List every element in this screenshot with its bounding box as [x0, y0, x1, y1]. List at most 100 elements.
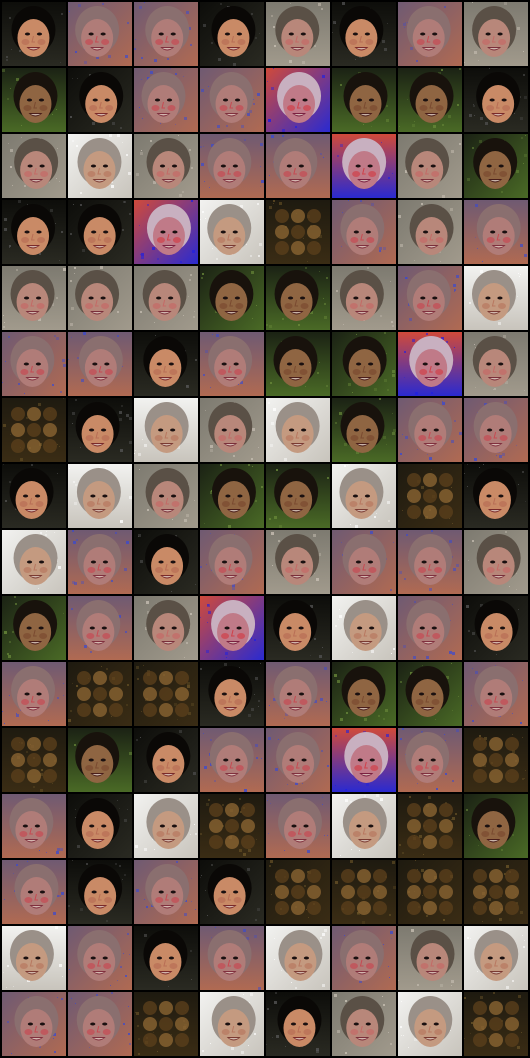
generated-face-sample: [398, 2, 462, 66]
face-sample-image: [200, 728, 264, 792]
generated-face-sample: [464, 728, 528, 792]
generated-face-sample: [398, 134, 462, 198]
generated-face-sample: [332, 464, 396, 528]
face-sample-image: [464, 662, 528, 726]
face-sample-image: [266, 992, 330, 1056]
face-sample-image: [464, 794, 528, 858]
generated-face-sample: [398, 794, 462, 858]
face-sample-image: [2, 200, 66, 264]
face-sample-image: [398, 134, 462, 198]
face-sample-image: [2, 926, 66, 990]
generated-face-sample: [266, 926, 330, 990]
face-sample-image: [332, 860, 396, 924]
generated-face-sample: [2, 596, 66, 660]
face-sample-image: [464, 530, 528, 594]
face-sample-image: [2, 794, 66, 858]
face-sample-image: [68, 2, 132, 66]
generated-face-sample: [134, 134, 198, 198]
face-sample-image: [266, 464, 330, 528]
generated-face-sample: [398, 530, 462, 594]
generated-face-sample: [68, 332, 132, 396]
generated-face-sample: [2, 860, 66, 924]
face-sample-image: [398, 530, 462, 594]
face-sample-image: [398, 2, 462, 66]
generated-face-sample: [68, 464, 132, 528]
generated-face-sample: [2, 794, 66, 858]
generated-face-sample: [200, 266, 264, 330]
generated-face-sample: [398, 926, 462, 990]
generated-face-sample: [464, 398, 528, 462]
generated-face-sample: [398, 398, 462, 462]
face-sample-image: [332, 794, 396, 858]
face-sample-image: [266, 398, 330, 462]
face-sample-image: [398, 728, 462, 792]
face-sample-image: [332, 596, 396, 660]
generated-face-sample: [68, 200, 132, 264]
generated-face-sample: [332, 266, 396, 330]
face-sample-image: [398, 332, 462, 396]
face-sample-image: [134, 794, 198, 858]
generated-face-sample: [266, 332, 330, 396]
generated-face-sample: [134, 464, 198, 528]
face-sample-image: [332, 68, 396, 132]
face-sample-image: [68, 794, 132, 858]
face-sample-image: [68, 266, 132, 330]
generated-face-sample: [134, 200, 198, 264]
face-sample-image: [68, 200, 132, 264]
generated-face-sample: [266, 530, 330, 594]
face-sample-image: [68, 860, 132, 924]
face-sample-image: [134, 596, 198, 660]
face-sample-image: [464, 596, 528, 660]
face-sample-image: [266, 728, 330, 792]
generated-face-sample: [464, 992, 528, 1056]
face-sample-image: [266, 596, 330, 660]
face-sample-image: [464, 926, 528, 990]
face-sample-image: [464, 860, 528, 924]
face-sample-image: [332, 266, 396, 330]
face-sample-image: [134, 398, 198, 462]
face-sample-image: [464, 200, 528, 264]
face-sample-image: [134, 332, 198, 396]
face-sample-image: [2, 266, 66, 330]
face-sample-image: [200, 992, 264, 1056]
face-sample-image: [134, 530, 198, 594]
generated-face-sample: [464, 200, 528, 264]
face-sample-image: [134, 860, 198, 924]
face-sample-image: [2, 728, 66, 792]
face-sample-image: [134, 926, 198, 990]
generated-face-sample: [266, 794, 330, 858]
generated-face-sample: [200, 464, 264, 528]
generated-face-sample: [2, 728, 66, 792]
generated-face-sample: [200, 530, 264, 594]
face-sample-image: [2, 992, 66, 1056]
face-sample-image: [134, 200, 198, 264]
generated-face-sample: [464, 662, 528, 726]
generated-face-sample: [464, 530, 528, 594]
generated-face-sample: [200, 596, 264, 660]
generated-face-sample: [68, 134, 132, 198]
generated-face-sample: [2, 926, 66, 990]
face-sample-image: [398, 596, 462, 660]
face-sample-image: [332, 332, 396, 396]
face-sample-image: [134, 266, 198, 330]
face-sample-image: [332, 728, 396, 792]
generated-face-sample: [2, 134, 66, 198]
generated-face-sample: [398, 332, 462, 396]
generated-face-sample: [68, 926, 132, 990]
generated-face-sample: [398, 992, 462, 1056]
generated-face-sample: [134, 596, 198, 660]
generated-face-sample: [332, 662, 396, 726]
face-sample-image: [332, 530, 396, 594]
face-sample-image: [68, 464, 132, 528]
generated-face-sample: [266, 596, 330, 660]
generated-face-sample: [464, 794, 528, 858]
generated-face-sample: [200, 332, 264, 396]
face-sample-image: [266, 662, 330, 726]
face-sample-image: [68, 398, 132, 462]
generated-face-sample: [332, 926, 396, 990]
face-sample-image: [134, 2, 198, 66]
generated-face-sample: [134, 728, 198, 792]
generated-face-sample: [332, 860, 396, 924]
generated-face-sample: [398, 596, 462, 660]
generated-face-sample: [464, 596, 528, 660]
